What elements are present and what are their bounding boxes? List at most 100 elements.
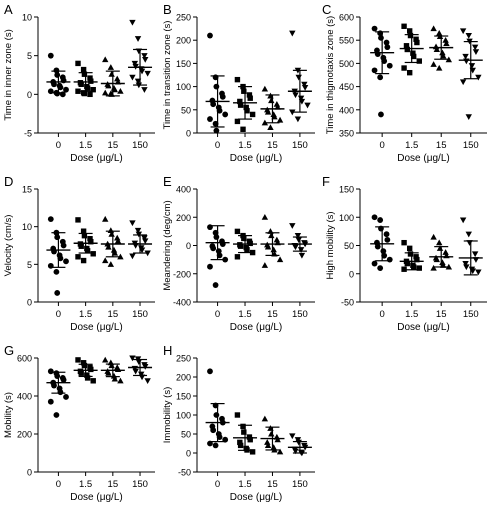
panel-letter: A	[4, 2, 13, 17]
data-point	[406, 69, 413, 76]
data-point	[406, 28, 413, 34]
data-point	[88, 239, 94, 245]
y-tick-label: 5	[27, 51, 32, 61]
data-point	[102, 56, 109, 63]
x-tick-label: 15	[108, 309, 119, 320]
y-tick-label: 100	[176, 411, 191, 421]
data-point	[234, 412, 241, 418]
data-point	[374, 243, 381, 250]
data-point	[108, 71, 115, 77]
y-axis-title: Meandering (deg/cm)	[162, 200, 173, 290]
data-point	[102, 257, 109, 264]
data-point	[210, 427, 217, 434]
data-point	[276, 256, 284, 263]
data-point	[377, 265, 384, 271]
x-tick-label: 0	[380, 309, 385, 320]
data-point	[81, 233, 88, 239]
data-point	[471, 251, 479, 258]
y-tick-label: 200	[17, 430, 32, 440]
data-point	[264, 108, 272, 115]
panel-c: C 350 400 450 500 550 600 0 1.5 15 150 Dose (μg/L) T…	[322, 2, 487, 164]
data-point	[237, 442, 244, 449]
x-tick-label: 150	[292, 309, 308, 320]
y-tick-label: -200	[173, 269, 191, 279]
data-point	[105, 243, 112, 250]
data-point	[261, 214, 269, 220]
x-tick-label: 0	[215, 479, 220, 490]
data-point	[80, 257, 87, 264]
data-point	[247, 240, 253, 247]
data-point	[298, 252, 306, 259]
data-point	[243, 104, 249, 111]
x-axis-title: Dose (μg/L)	[70, 322, 122, 333]
data-point	[442, 249, 449, 255]
data-point	[212, 442, 219, 449]
data-point	[410, 53, 417, 60]
data-point	[465, 231, 472, 238]
data-point	[132, 368, 139, 375]
panel-letter: B	[163, 2, 172, 17]
x-tick-label: 0	[215, 140, 220, 151]
y-axis-title: Time in thigmotaxis zone (s)	[325, 16, 336, 134]
data-point	[407, 32, 414, 39]
x-tick-label: 0	[215, 309, 220, 320]
data-point	[210, 245, 217, 252]
data-point	[51, 81, 57, 88]
panel-letter: H	[163, 343, 172, 358]
data-point	[84, 375, 91, 381]
data-point	[84, 248, 91, 254]
data-point	[237, 102, 244, 108]
data-point	[87, 75, 93, 81]
data-point	[241, 235, 247, 242]
data-point	[463, 58, 470, 65]
data-point	[430, 264, 437, 271]
data-point	[141, 87, 148, 93]
x-tick-label: 0	[56, 309, 61, 320]
x-tick-label: 15	[267, 309, 278, 320]
data-point	[304, 102, 311, 109]
data-point	[53, 268, 60, 275]
data-point	[401, 239, 407, 246]
data-point	[295, 439, 302, 446]
y-tick-label: 0	[186, 129, 191, 139]
data-point	[294, 233, 302, 239]
data-point	[378, 111, 384, 118]
data-point	[129, 355, 136, 362]
y-tick-label: 50	[181, 430, 191, 440]
data-point	[78, 81, 84, 87]
data-point	[301, 81, 308, 88]
data-point	[142, 238, 149, 245]
x-tick-label: 15	[267, 140, 278, 151]
y-tick-label: 200	[176, 36, 191, 46]
y-tick-label: 600	[339, 13, 354, 23]
panel-a: A -5 0 5 10 0 1.5 15 150 Dose (μg/L) Time in inner…	[3, 2, 155, 164]
data-point	[102, 89, 109, 96]
x-axis-title: Dose (μg/L)	[230, 153, 282, 164]
data-point	[430, 25, 437, 32]
data-point	[462, 261, 469, 267]
data-point	[416, 265, 422, 271]
data-point	[249, 449, 256, 455]
data-point	[241, 429, 247, 435]
data-point	[81, 362, 88, 369]
data-point	[378, 34, 384, 41]
data-point	[144, 70, 151, 77]
y-tick-label: 0	[27, 298, 32, 308]
data-point	[384, 44, 391, 51]
data-point	[237, 98, 243, 105]
y-tick-label: 150	[339, 185, 354, 195]
y-axis-title: Time in transition zone (s)	[162, 21, 173, 130]
y-tick-label: 5	[27, 260, 32, 270]
data-point	[54, 234, 61, 241]
data-point	[87, 236, 93, 242]
data-point	[54, 90, 61, 97]
data-point	[117, 88, 124, 94]
data-point	[371, 214, 378, 221]
data-point	[234, 76, 241, 83]
data-point	[270, 246, 277, 253]
data-point	[63, 258, 69, 265]
y-tick-label: 550	[339, 36, 354, 46]
x-tick-label: 1.5	[238, 140, 251, 151]
x-tick-label: 1.5	[79, 479, 92, 490]
